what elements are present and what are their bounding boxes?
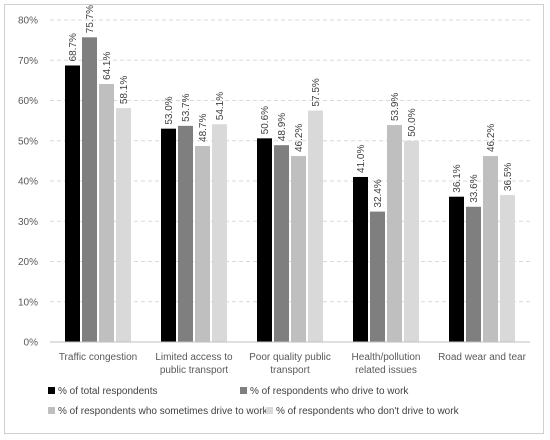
bar bbox=[82, 37, 97, 343]
bar bbox=[353, 176, 368, 342]
y-tick-label: 20% bbox=[18, 257, 38, 268]
data-label: 48.9% bbox=[277, 113, 288, 141]
data-label: 64.1% bbox=[102, 52, 113, 80]
bar bbox=[212, 124, 227, 342]
bar bbox=[466, 206, 481, 342]
bar bbox=[291, 156, 306, 342]
bar bbox=[449, 196, 464, 342]
bar bbox=[404, 140, 419, 342]
bar bbox=[257, 138, 272, 342]
data-labels: 68.7% 75.7% 64.1% 58.1% 53.0% 53.7% 48.7% 54.1%… bbox=[68, 5, 514, 208]
bar bbox=[308, 110, 323, 342]
data-label: 32.4% bbox=[373, 179, 384, 207]
bar bbox=[483, 156, 498, 342]
legend-label: % of respondents who drive to work bbox=[250, 386, 409, 397]
y-tick-label: 50% bbox=[18, 136, 38, 147]
data-label: 36.1% bbox=[452, 164, 463, 192]
category-label: Poor quality public transport bbox=[249, 352, 331, 376]
legend-label: % of total respondents bbox=[58, 386, 158, 397]
data-label: 58.1% bbox=[119, 76, 130, 104]
y-tick-label: 10% bbox=[18, 297, 38, 308]
legend-swatch bbox=[48, 387, 55, 394]
y-tick-label: 70% bbox=[18, 56, 38, 67]
legend-swatch bbox=[48, 407, 55, 414]
data-label: 57.5% bbox=[311, 78, 322, 106]
data-label: 50.0% bbox=[407, 108, 418, 136]
x-axis: Traffic congestion Limited access to publi… bbox=[50, 341, 530, 376]
bar bbox=[161, 128, 176, 342]
data-label: 53.7% bbox=[181, 93, 192, 121]
data-label: 33.6% bbox=[469, 174, 480, 202]
data-label: 48.7% bbox=[198, 114, 209, 142]
legend-label: % of respondents who don't drive to work bbox=[276, 406, 460, 417]
y-tick-label: 30% bbox=[18, 217, 38, 228]
legend-swatch bbox=[266, 407, 273, 414]
bar bbox=[195, 145, 210, 342]
bar bbox=[99, 83, 114, 342]
data-label: 53.0% bbox=[164, 96, 175, 124]
y-axis: 0% 10% 20% 30% 40% 50% 60% 70% 80% bbox=[18, 16, 38, 349]
bar bbox=[500, 195, 515, 342]
data-label: 41.0% bbox=[356, 145, 367, 173]
category-label: Road wear and tear bbox=[438, 352, 527, 363]
bar bbox=[370, 211, 385, 342]
bar bbox=[274, 145, 289, 342]
bar bbox=[65, 65, 80, 343]
y-tick-label: 0% bbox=[24, 338, 39, 349]
category-label: Traffic congestion bbox=[59, 352, 137, 363]
legend-swatch bbox=[240, 387, 247, 394]
bars bbox=[65, 37, 515, 343]
legend: % of total respondents % of respondents w… bbox=[48, 386, 460, 417]
data-label: 36.5% bbox=[503, 163, 514, 191]
data-label: 54.1% bbox=[215, 92, 226, 120]
legend-label: % of respondents who sometimes drive to … bbox=[58, 406, 269, 417]
data-label: 53.9% bbox=[390, 93, 401, 121]
data-label: 50.6% bbox=[260, 106, 271, 134]
bar bbox=[116, 108, 131, 343]
data-label: 75.7% bbox=[85, 5, 96, 33]
y-tick-label: 40% bbox=[18, 177, 38, 188]
category-label: Health/pollution related issues bbox=[352, 352, 421, 376]
data-label: 68.7% bbox=[68, 33, 79, 61]
data-label: 46.2% bbox=[294, 124, 305, 152]
category-label: Limited access to public transport bbox=[155, 352, 233, 376]
bar bbox=[178, 125, 193, 342]
bar bbox=[387, 125, 402, 343]
y-tick-label: 60% bbox=[18, 96, 38, 107]
data-label: 46.2% bbox=[486, 124, 497, 152]
y-tick-label: 80% bbox=[18, 16, 38, 27]
